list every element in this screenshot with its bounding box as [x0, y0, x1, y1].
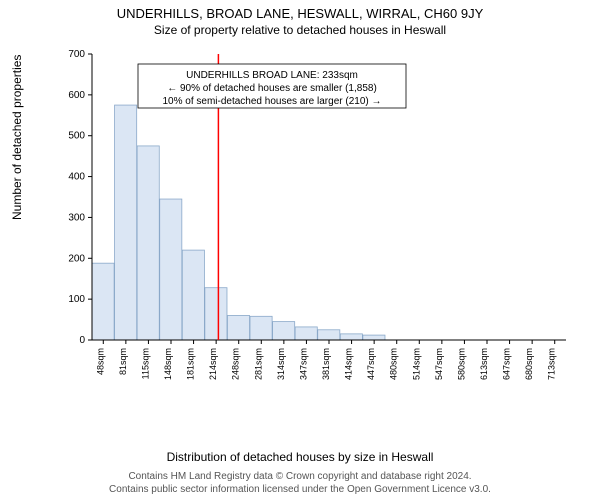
x-tick-label: 447sqm — [366, 348, 376, 380]
bar — [115, 105, 137, 340]
x-tick-label: 281sqm — [253, 348, 263, 380]
x-tick-label: 580sqm — [456, 348, 466, 380]
bar — [92, 263, 114, 340]
bar — [137, 146, 159, 340]
x-tick-label: 480sqm — [389, 348, 399, 380]
bar — [227, 315, 249, 340]
chart-title: UNDERHILLS, BROAD LANE, HESWALL, WIRRAL,… — [0, 0, 600, 21]
y-tick-label: 500 — [68, 131, 85, 142]
bar — [205, 288, 227, 340]
y-tick-label: 300 — [68, 212, 85, 223]
x-tick-label: 314sqm — [276, 348, 286, 380]
x-tick-label: 148sqm — [163, 348, 173, 380]
x-tick-label: 647sqm — [502, 348, 512, 380]
x-tick-label: 713sqm — [547, 348, 557, 380]
y-tick-label: 200 — [68, 253, 85, 264]
bar — [340, 334, 362, 340]
x-tick-label: 248sqm — [231, 348, 241, 380]
x-tick-label: 214sqm — [208, 348, 218, 380]
y-tick-label: 0 — [79, 335, 85, 346]
x-tick-label: 48sqm — [95, 348, 105, 375]
chart-subtitle: Size of property relative to detached ho… — [0, 21, 600, 37]
x-tick-label: 414sqm — [344, 348, 354, 380]
x-tick-label: 613sqm — [479, 348, 489, 380]
plot-area: 0 100 200 300 400 500 600 700 48sqm 81sqm 115sqm 14… — [64, 48, 572, 396]
bar — [318, 330, 340, 340]
bar — [273, 322, 295, 340]
chart-container: UNDERHILLS, BROAD LANE, HESWALL, WIRRAL,… — [0, 0, 600, 500]
y-axis-label: Number of detached properties — [10, 55, 24, 220]
annotation-line: UNDERHILLS BROAD LANE: 233sqm — [186, 70, 358, 81]
annotation-line: 10% of semi-detached houses are larger (… — [162, 96, 381, 107]
x-tick-label: 680sqm — [524, 348, 534, 380]
x-axis-label: Distribution of detached houses by size … — [0, 450, 600, 464]
x-tick-label: 81sqm — [118, 348, 128, 375]
footer-line-2: Contains public sector information licen… — [0, 483, 600, 496]
annotation-line: ← 90% of detached houses are smaller (1,… — [167, 83, 377, 94]
plot-svg: 0 100 200 300 400 500 600 700 48sqm 81sqm 115sqm 14… — [64, 48, 572, 396]
x-tick-label: 181sqm — [186, 348, 196, 380]
footer: Contains HM Land Registry data © Crown c… — [0, 470, 600, 496]
bar — [363, 335, 385, 340]
x-tick-label: 381sqm — [321, 348, 331, 380]
y-tick-label: 700 — [68, 49, 85, 60]
y-tick-label: 100 — [68, 294, 85, 305]
bar — [182, 250, 204, 340]
bar — [250, 316, 272, 340]
x-tick-label: 115sqm — [140, 348, 150, 379]
bar — [160, 199, 182, 340]
x-tick-label: 347sqm — [298, 348, 308, 380]
bar — [295, 327, 317, 340]
x-tick-label: 547sqm — [434, 348, 444, 380]
x-tick-label: 514sqm — [411, 348, 421, 380]
footer-line-1: Contains HM Land Registry data © Crown c… — [0, 470, 600, 483]
y-tick-label: 400 — [68, 172, 85, 183]
y-tick-label: 600 — [68, 90, 85, 101]
